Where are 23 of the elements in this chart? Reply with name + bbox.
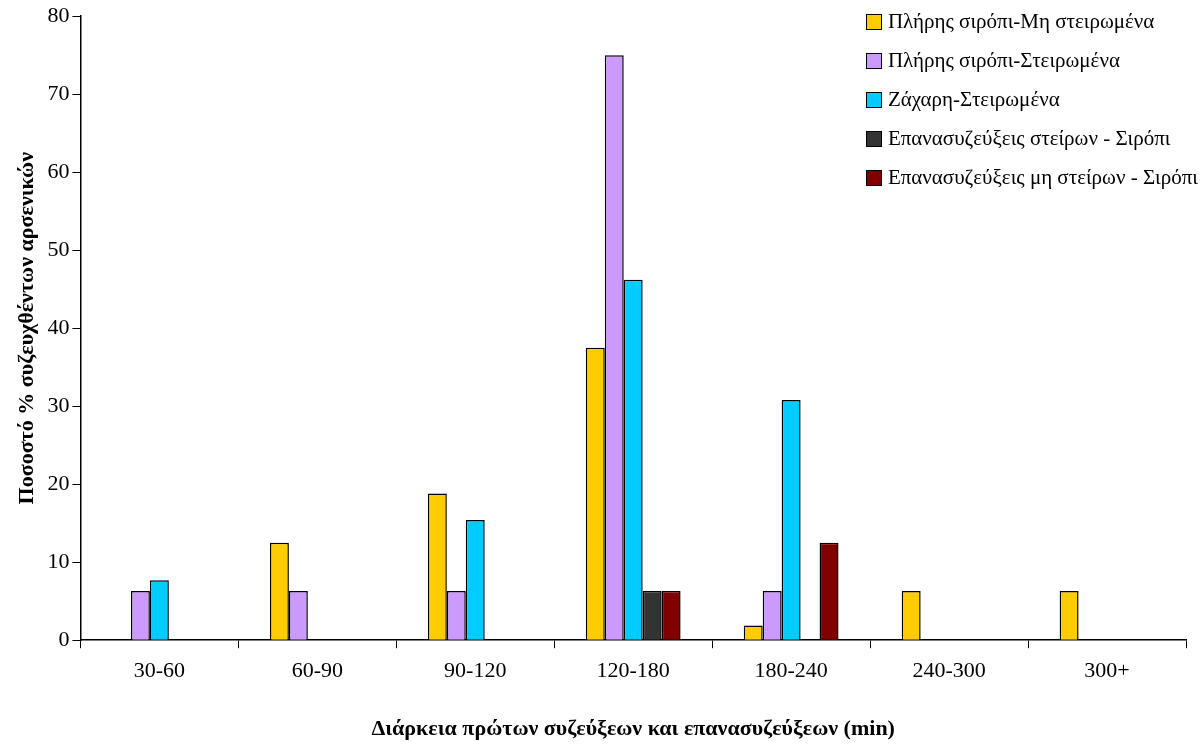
x-tick-label: 120-180 (596, 657, 670, 683)
y-tick-label: 10 (47, 547, 70, 573)
y-tick-label: 30 (47, 391, 70, 417)
y-tick-label: 70 (47, 79, 70, 105)
x-tick-label: 180-240 (754, 657, 828, 683)
y-axis-title: Ποσοστό % συζευχθέντων αρσενικών (12, 151, 38, 505)
y-tick-label: 80 (47, 1, 70, 27)
legend-label: Επανασυζεύξεις στείρων - Σιρόπι (887, 126, 1171, 151)
y-tick-label: 0 (58, 625, 70, 651)
y-tick-label: 40 (47, 313, 70, 339)
legend-label: Πλήρης σιρόπι-Στειρωμένα (887, 48, 1120, 73)
x-tick-label: 30-60 (133, 657, 186, 683)
x-tick-label: 300+ (1084, 657, 1130, 683)
y-tick-label: 20 (47, 469, 70, 495)
legend-label: Επανασυζεύξεις μη στείρων - Σιρόπι (887, 165, 1198, 190)
y-tick-label: 60 (47, 157, 70, 183)
y-tick-label: 50 (47, 235, 70, 261)
legend-label: Πλήρης σιρόπι-Μη στειρωμένα (887, 9, 1155, 34)
x-tick-label: 240-300 (912, 657, 986, 683)
legend-label: Ζάχαρη-Στειρωμένα (887, 87, 1060, 112)
x-tick-label: 60-90 (291, 657, 343, 683)
x-tick-label: 90-120 (444, 657, 507, 683)
x-axis-title: Διάρκεια πρώτων συζεύξεων και επανασυζεύξεων (min) (371, 715, 895, 741)
